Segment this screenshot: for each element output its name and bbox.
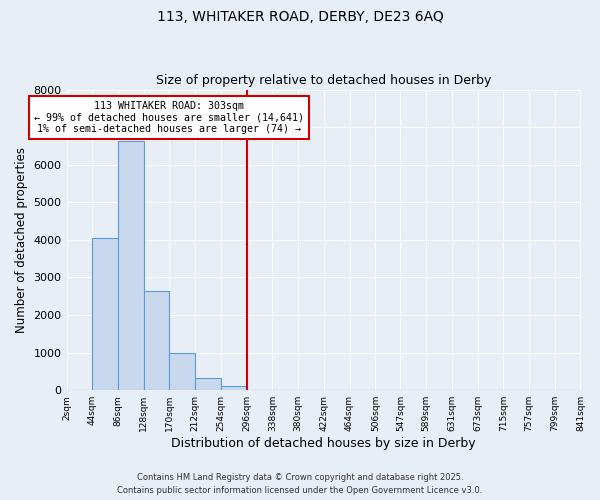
Bar bbox=[169, 354, 195, 390]
Text: Contains HM Land Registry data © Crown copyright and database right 2025.
Contai: Contains HM Land Registry data © Crown c… bbox=[118, 474, 482, 495]
Y-axis label: Number of detached properties: Number of detached properties bbox=[15, 147, 28, 333]
Bar bbox=[195, 378, 221, 390]
Bar bbox=[118, 141, 144, 390]
Text: 113, WHITAKER ROAD, DERBY, DE23 6AQ: 113, WHITAKER ROAD, DERBY, DE23 6AQ bbox=[157, 10, 443, 24]
Bar bbox=[221, 386, 247, 390]
Text: 113 WHITAKER ROAD: 303sqm
← 99% of detached houses are smaller (14,641)
1% of se: 113 WHITAKER ROAD: 303sqm ← 99% of detac… bbox=[34, 101, 304, 134]
Title: Size of property relative to detached houses in Derby: Size of property relative to detached ho… bbox=[156, 74, 491, 87]
X-axis label: Distribution of detached houses by size in Derby: Distribution of detached houses by size … bbox=[171, 437, 476, 450]
Bar bbox=[92, 238, 118, 390]
Bar bbox=[144, 290, 169, 390]
